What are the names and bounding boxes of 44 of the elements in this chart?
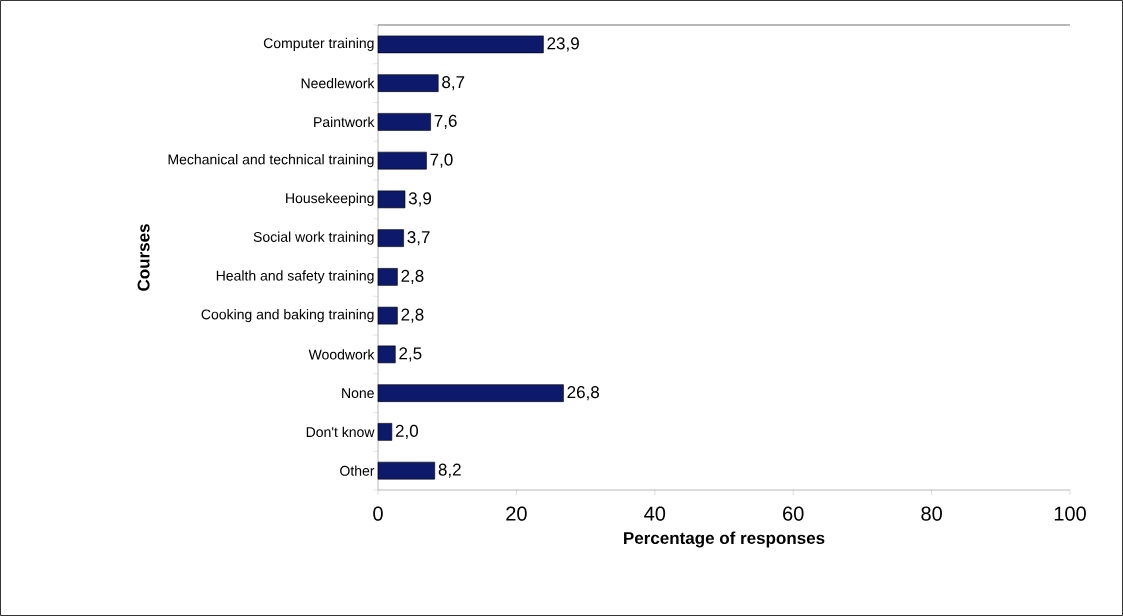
y-axis-title: Courses bbox=[137, 224, 150, 291]
bar bbox=[377, 423, 393, 441]
data-label: 3,7 bbox=[407, 231, 430, 246]
data-label: 2,8 bbox=[401, 269, 424, 284]
y-tick-label: Needlework bbox=[301, 77, 375, 89]
bar bbox=[377, 74, 439, 92]
y-tick-label: Social work training bbox=[253, 231, 374, 245]
x-axis-title: Percentage of responses bbox=[624, 531, 825, 548]
data-label: 3,9 bbox=[408, 192, 432, 207]
bar bbox=[377, 151, 427, 170]
bar bbox=[377, 113, 431, 131]
y-tick-label: Computer training bbox=[263, 37, 374, 51]
y-tick-label: Woodwork bbox=[308, 349, 375, 360]
data-label: 26,8 bbox=[567, 386, 600, 401]
data-label: 23,9 bbox=[547, 37, 579, 52]
bar bbox=[377, 345, 396, 364]
y-tick-label: Don't know bbox=[306, 426, 375, 438]
data-label: 8,2 bbox=[438, 463, 461, 478]
y-tick-label: Paintwork bbox=[314, 116, 375, 128]
data-label: 7,6 bbox=[434, 114, 457, 129]
bar bbox=[377, 229, 404, 247]
bar bbox=[377, 306, 398, 325]
data-label: 2,0 bbox=[395, 424, 419, 439]
x-tick-label: 100 bbox=[1054, 506, 1086, 521]
bar bbox=[377, 268, 398, 286]
data-label: 7,0 bbox=[430, 153, 453, 168]
data-label: 2,5 bbox=[399, 347, 422, 362]
y-tick-label: Other bbox=[340, 465, 375, 476]
bar bbox=[377, 384, 564, 402]
x-tick-label: 80 bbox=[921, 506, 942, 521]
y-tick-label: None bbox=[342, 388, 374, 399]
bar bbox=[377, 35, 544, 54]
x-tick-label: 20 bbox=[506, 506, 527, 521]
bar bbox=[377, 461, 436, 480]
bar bbox=[377, 190, 406, 209]
data-label: 8,7 bbox=[442, 76, 465, 91]
x-tick-label: 0 bbox=[373, 506, 383, 521]
data-label: 2,8 bbox=[401, 308, 424, 323]
y-tick-label: Health and safety training bbox=[216, 270, 374, 284]
x-tick-label: 60 bbox=[783, 506, 804, 521]
x-tick-label: 40 bbox=[644, 506, 666, 521]
y-tick-label: Cooking and baking training bbox=[201, 309, 374, 323]
y-tick-label: Housekeeping bbox=[286, 192, 374, 206]
y-tick-label: Mechanical and technical training bbox=[168, 154, 374, 168]
